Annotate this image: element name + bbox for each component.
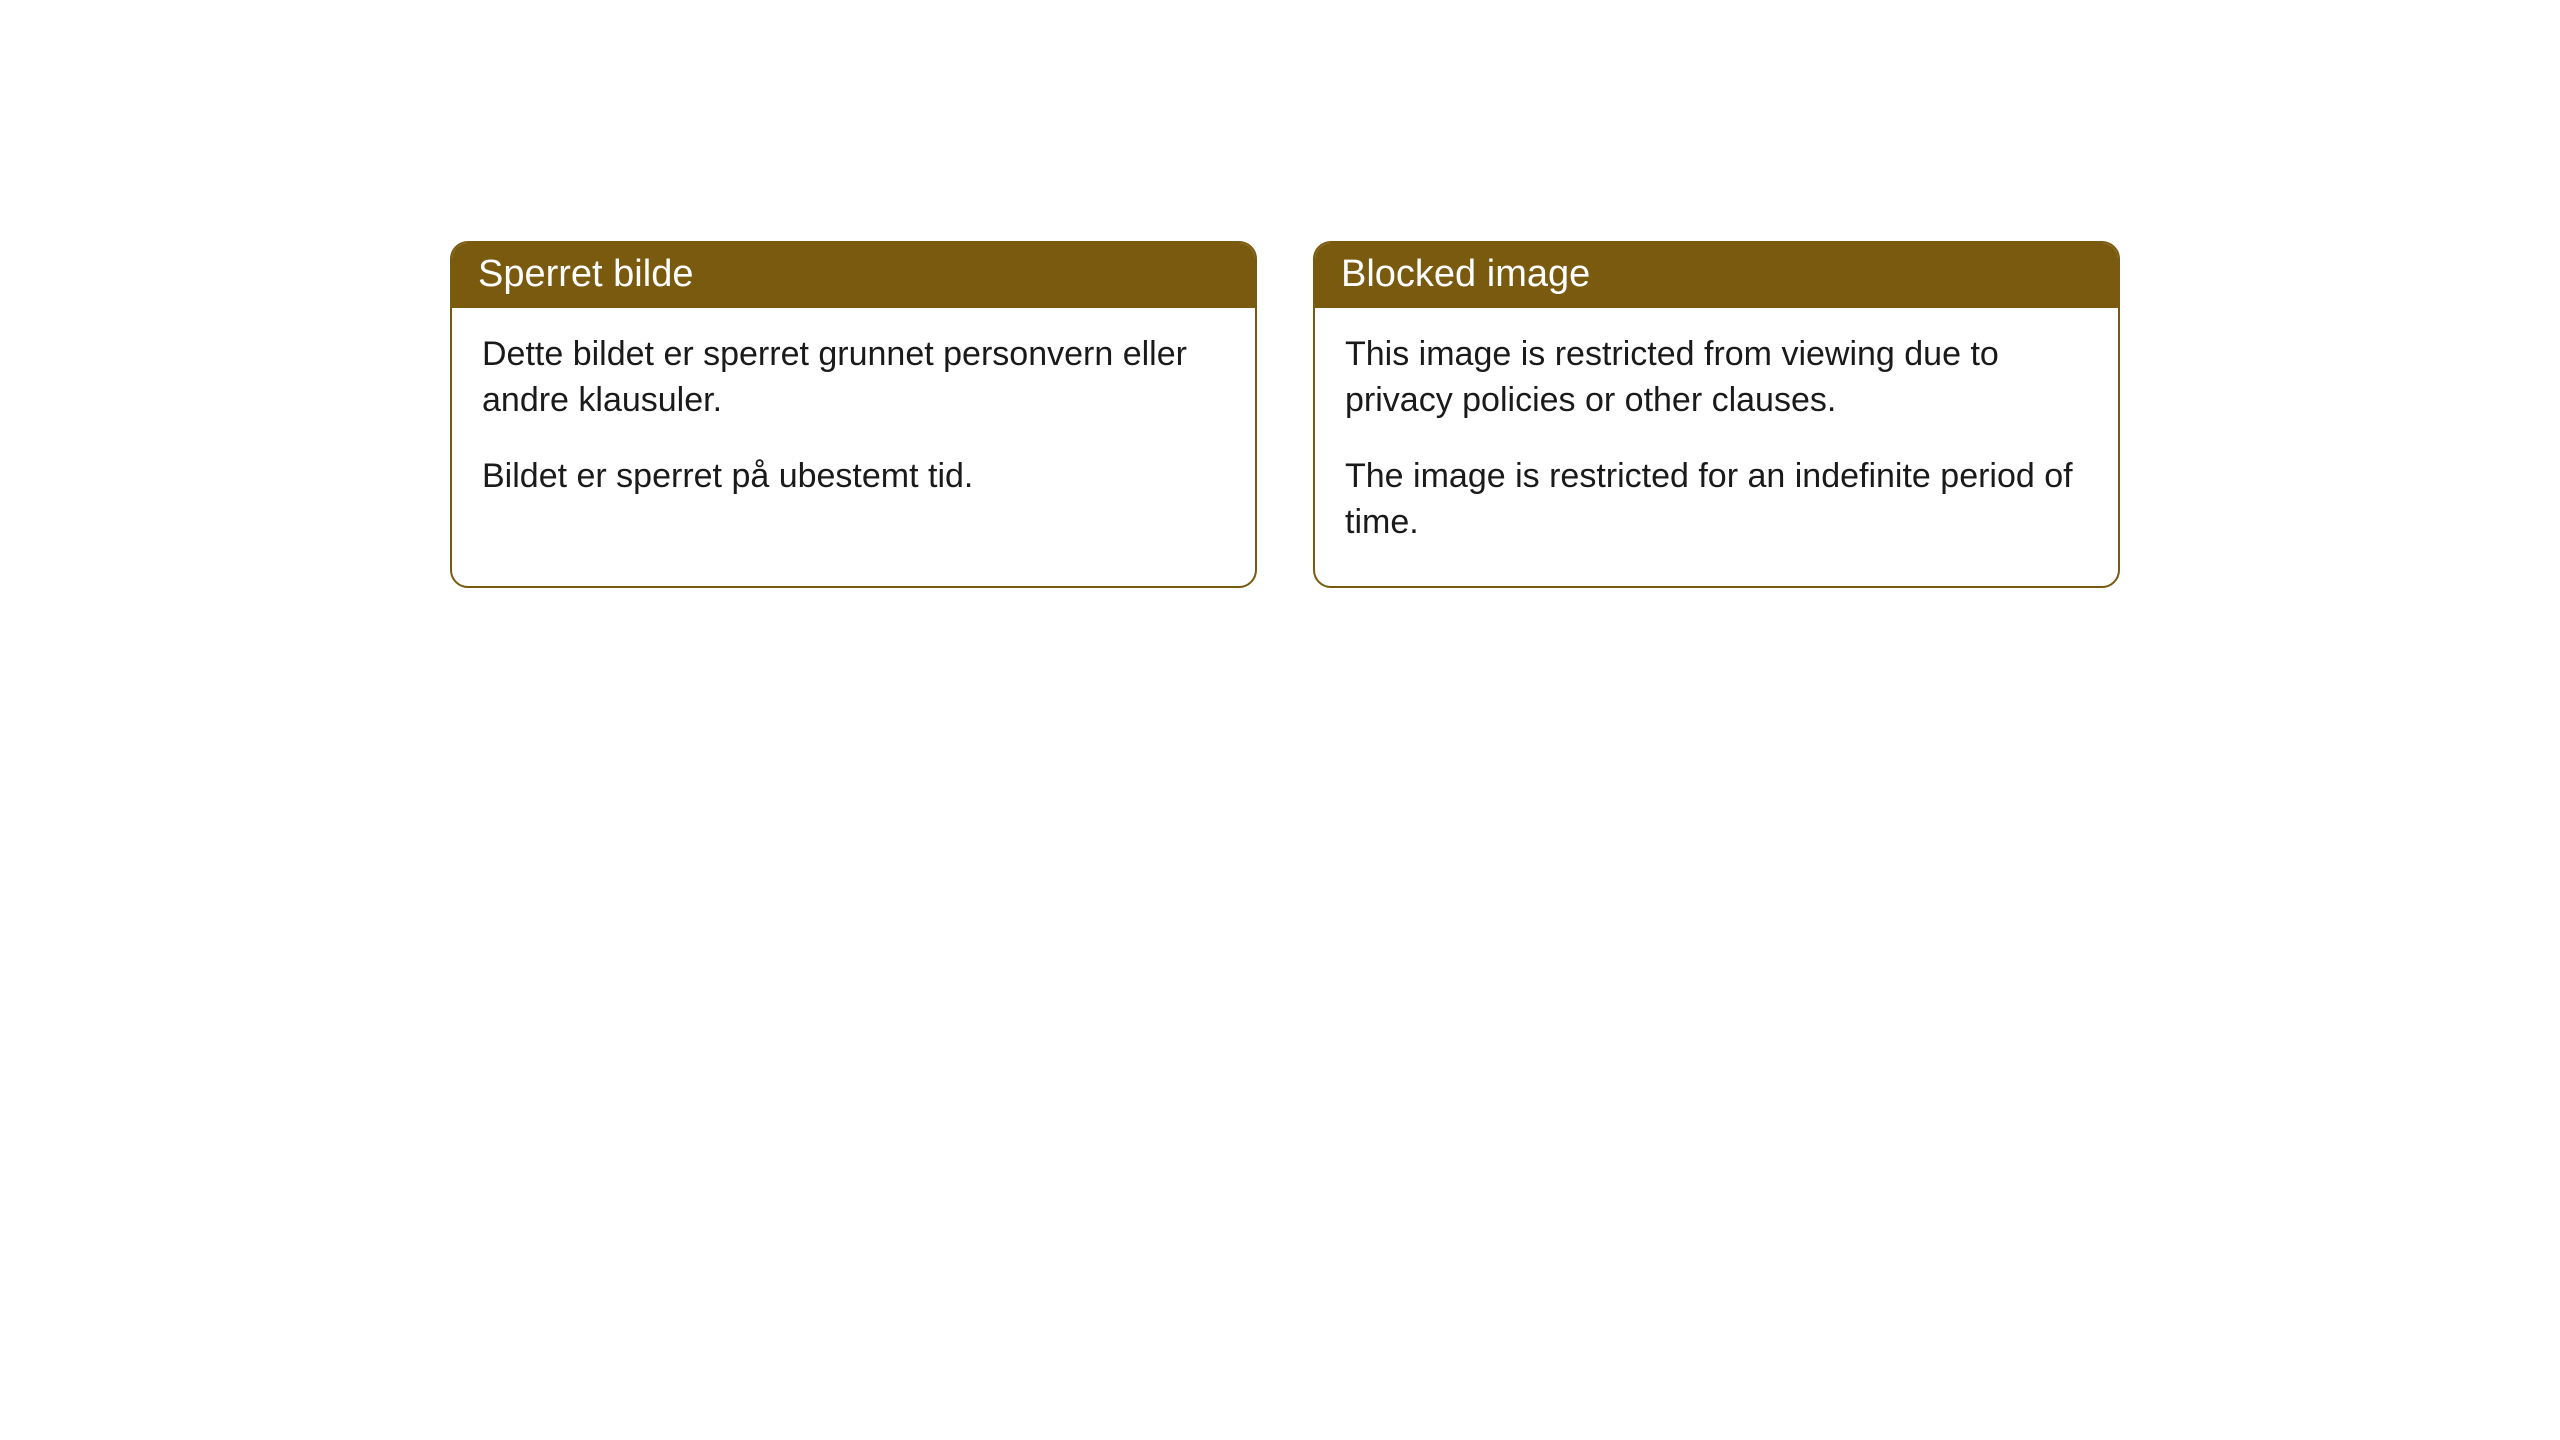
card-body: This image is restricted from viewing du… [1315,308,2118,586]
notice-card-norwegian: Sperret bilde Dette bildet er sperret gr… [450,241,1257,588]
notice-card-english: Blocked image This image is restricted f… [1313,241,2120,588]
card-paragraph: The image is restricted for an indefinit… [1345,454,2088,546]
card-title: Sperret bilde [452,243,1255,308]
card-paragraph: Bildet er sperret på ubestemt tid. [482,454,1225,500]
notice-cards-container: Sperret bilde Dette bildet er sperret gr… [0,0,2560,588]
card-body: Dette bildet er sperret grunnet personve… [452,308,1255,540]
card-paragraph: Dette bildet er sperret grunnet personve… [482,332,1225,424]
card-title: Blocked image [1315,243,2118,308]
card-paragraph: This image is restricted from viewing du… [1345,332,2088,424]
